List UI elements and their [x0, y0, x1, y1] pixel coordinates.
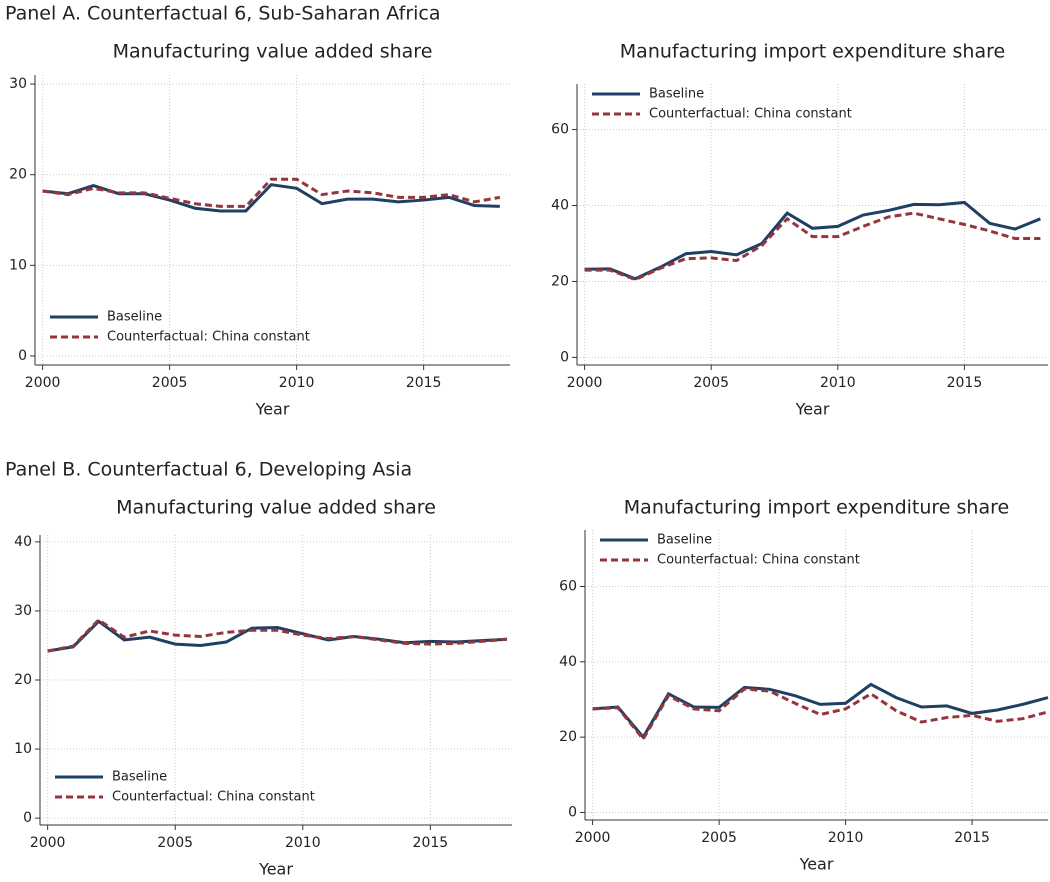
series-line: [584, 200, 1041, 281]
y-tick-label: 40: [14, 534, 32, 550]
x-tick-label: 2000: [575, 830, 611, 846]
x-axis-label: Year: [799, 855, 834, 874]
y-tick-label: 30: [14, 603, 32, 619]
panel-heading: Panel B. Counterfactual 6, Developing As…: [5, 459, 412, 481]
series-line: [47, 617, 508, 653]
y-tick-label: 20: [559, 729, 577, 745]
x-axis-label: Year: [258, 860, 293, 879]
legend-label: Baseline: [107, 310, 162, 325]
x-tick-label: 2005: [152, 375, 188, 391]
x-tick-label: 2005: [701, 830, 737, 846]
legend-label: Counterfactual: China constant: [649, 107, 852, 122]
series-line: [42, 177, 501, 208]
y-tick-label: 20: [551, 273, 569, 289]
panel-heading: Panel A. Counterfactual 6, Sub-Saharan A…: [5, 3, 441, 25]
y-tick-label: 0: [560, 349, 569, 365]
x-tick-label: 2005: [693, 375, 729, 391]
y-tick-label: 30: [9, 76, 27, 92]
y-tick-label: 0: [18, 348, 27, 364]
x-axis-label: Year: [255, 400, 290, 419]
series-line: [592, 687, 1049, 742]
x-tick-label: 2010: [285, 835, 321, 851]
x-tick-label: 2015: [947, 375, 983, 391]
x-tick-label: 2000: [30, 835, 66, 851]
y-tick-label: 0: [23, 810, 32, 826]
x-tick-label: 2010: [279, 375, 315, 391]
legend-label: Counterfactual: China constant: [107, 330, 310, 345]
y-tick-label: 0: [568, 804, 577, 820]
chart-title: Manufacturing import expenditure share: [620, 41, 1005, 63]
series-line: [47, 619, 507, 653]
legend-label: Counterfactual: China constant: [112, 790, 315, 805]
x-tick-label: 2010: [820, 375, 856, 391]
chart-title: Manufacturing value added share: [116, 497, 436, 519]
legend-label: Counterfactual: China constant: [657, 553, 860, 568]
x-tick-label: 2005: [157, 835, 193, 851]
x-tick-label: 2015: [406, 375, 442, 391]
x-tick-label: 2000: [25, 375, 61, 391]
series-line: [584, 211, 1041, 282]
x-axis-label: Year: [795, 400, 830, 419]
y-tick-label: 40: [559, 654, 577, 670]
y-tick-label: 40: [551, 198, 569, 214]
y-tick-label: 10: [9, 257, 27, 273]
y-tick-label: 20: [9, 167, 27, 183]
y-tick-label: 60: [551, 122, 569, 138]
legend-label: Baseline: [112, 770, 167, 785]
chart-title: Manufacturing import expenditure share: [624, 497, 1009, 519]
x-tick-label: 2000: [567, 375, 603, 391]
y-tick-label: 60: [559, 578, 577, 594]
x-tick-label: 2015: [954, 830, 990, 846]
y-tick-label: 20: [14, 672, 32, 688]
chart-title: Manufacturing value added share: [113, 41, 433, 63]
x-tick-label: 2010: [828, 830, 864, 846]
legend-label: Baseline: [657, 533, 712, 548]
series-line: [592, 682, 1049, 740]
x-tick-label: 2015: [413, 835, 449, 851]
legend-label: Baseline: [649, 87, 704, 102]
y-tick-label: 10: [14, 741, 32, 757]
